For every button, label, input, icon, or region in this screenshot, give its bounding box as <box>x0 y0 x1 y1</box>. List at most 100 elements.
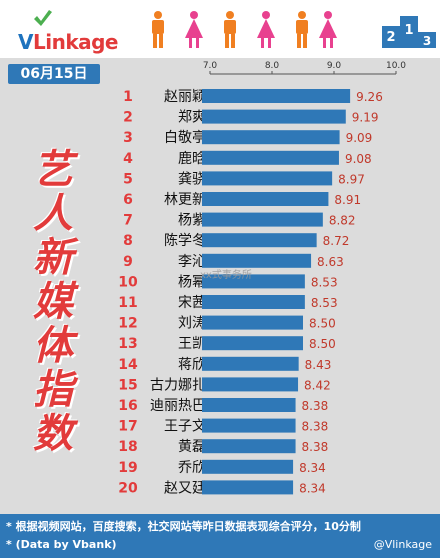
person-icon <box>152 11 164 48</box>
footer-note-method: * 根据视频网站，百度搜索，社交网站等昨日数据表现综合评分，10分制 <box>6 520 361 533</box>
logo-v: V <box>18 30 33 54</box>
rank-number: 6 <box>123 192 133 208</box>
logo-linkage: Linkage <box>32 30 119 54</box>
podium-icon: 2 1 3 <box>382 16 436 48</box>
score-value-label: 8.50 <box>309 337 336 351</box>
artist-name: 刘涛 <box>178 316 206 332</box>
score-value-label: 9.09 <box>346 131 373 145</box>
artist-name: 宋茜 <box>178 295 206 311</box>
rank-number: 18 <box>118 439 137 455</box>
header: VLinkage 2 1 <box>0 0 440 58</box>
podium-label-1: 1 <box>404 23 413 38</box>
rank-number: 10 <box>118 274 138 290</box>
rank-number: 19 <box>118 460 137 476</box>
rank-number: 5 <box>123 171 133 187</box>
artist-name: 黄磊 <box>178 438 206 455</box>
artist-name: 林更新 <box>164 192 206 208</box>
side-title-char: 人 <box>33 190 73 237</box>
artist-name: 赵丽颖 <box>164 89 206 105</box>
footer-note-source: * (Data by Vbank) <box>6 538 117 551</box>
rank-number: 1 <box>123 89 133 105</box>
ranking-bar-chart: 7.0 8.0 9.0 10.0 1 赵丽颖 9.26 2 郑爽 9.19 3 白敬亭 9.09 4 鹿晗 9… <box>118 61 406 496</box>
score-bar <box>202 336 303 351</box>
person-icon <box>319 11 337 48</box>
artist-name: 白敬亭 <box>164 129 206 146</box>
x-tick-label: 7.0 <box>203 61 218 71</box>
side-title-char: 新 <box>33 234 73 281</box>
score-bar <box>202 398 296 412</box>
person-icon <box>257 11 275 48</box>
score-bar <box>202 480 294 495</box>
score-bar <box>202 439 296 454</box>
artist-name: 杨幂 <box>178 274 206 290</box>
score-bar <box>202 274 305 289</box>
artist-name: 迪丽热巴 <box>150 398 206 414</box>
score-value-label: 8.43 <box>305 358 332 372</box>
artist-name: 蒋欣 <box>178 357 206 373</box>
footer: * 根据视频网站，百度搜索，社交网站等昨日数据表现综合评分，10分制 * (Da… <box>0 514 440 558</box>
score-bar <box>202 253 312 268</box>
artist-name: 古力娜扎 <box>150 377 206 393</box>
score-value-label: 8.38 <box>302 420 329 434</box>
score-value-label: 8.97 <box>338 172 365 186</box>
score-bar <box>202 459 294 474</box>
score-value-label: 8.50 <box>309 317 336 331</box>
artist-name: 乔欣 <box>178 460 206 476</box>
weibo-handle: @Vlinkage <box>373 538 432 551</box>
rank-number: 3 <box>123 130 133 146</box>
artist-name: 王凯 <box>178 336 206 352</box>
score-value-label: 8.53 <box>311 296 338 310</box>
score-bar <box>202 377 299 392</box>
date-label: 06月15日 <box>8 64 100 84</box>
rank-number: 12 <box>118 316 137 332</box>
watermark: xx式事务所 <box>200 270 252 281</box>
artist-name: 鹿晗 <box>178 150 206 167</box>
logo-text: VLinkage <box>18 30 119 54</box>
x-tick-label: 9.0 <box>327 61 342 71</box>
score-bar <box>202 171 333 186</box>
score-value-label: 9.19 <box>352 111 379 125</box>
x-tick-label: 10.0 <box>386 61 406 71</box>
podium-label-3: 3 <box>423 34 431 48</box>
score-bar <box>202 212 323 227</box>
side-title-char: 数 <box>33 410 73 457</box>
score-value-label: 8.34 <box>299 461 326 475</box>
score-value-label: 8.91 <box>334 193 361 207</box>
score-bar <box>202 315 303 330</box>
artist-name: 陈学冬 <box>164 232 206 249</box>
vlinkage-logo: VLinkage <box>8 8 128 54</box>
rank-number: 7 <box>123 213 133 229</box>
person-icon <box>185 11 203 48</box>
person-icon <box>296 11 308 48</box>
rank-number: 9 <box>123 254 133 270</box>
score-bar <box>202 192 329 206</box>
score-value-label: 8.34 <box>299 481 326 495</box>
rank-number: 14 <box>118 357 138 373</box>
person-icon <box>224 11 236 48</box>
podium-label-2: 2 <box>386 30 395 45</box>
rank-number: 15 <box>118 377 137 393</box>
score-bar <box>202 418 296 433</box>
artist-name: 王子文 <box>164 419 206 435</box>
side-title-char: 艺 <box>33 146 73 193</box>
side-title-char: 媒 <box>33 278 73 325</box>
rank-number: 16 <box>118 398 137 414</box>
artist-name: 赵又廷 <box>164 480 206 496</box>
rank-number: 13 <box>118 336 137 352</box>
rank-number: 11 <box>118 295 137 311</box>
score-bar <box>202 89 351 103</box>
artist-name: 郑爽 <box>178 110 206 126</box>
artist-name: 李沁 <box>178 254 206 270</box>
logo-mark-icon <box>34 10 52 26</box>
score-value-label: 8.38 <box>302 399 329 413</box>
rank-number: 17 <box>118 419 137 435</box>
side-title-char: 体 <box>33 322 73 369</box>
score-value-label: 8.82 <box>329 214 356 228</box>
artist-name: 杨紫 <box>178 213 206 229</box>
score-value-label: 8.42 <box>304 378 331 392</box>
people-icons <box>152 11 337 48</box>
x-tick-label: 8.0 <box>265 61 280 71</box>
rank-number: 8 <box>123 233 133 249</box>
score-value-label: 8.53 <box>311 275 338 289</box>
score-bar <box>202 356 299 371</box>
